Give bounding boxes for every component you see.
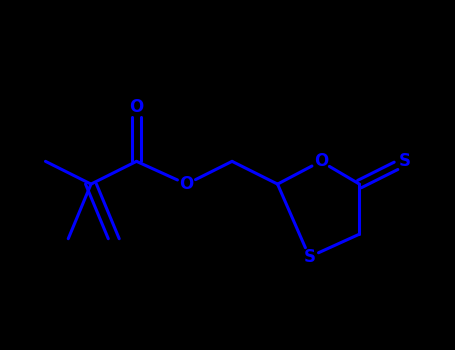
Text: S: S bbox=[399, 152, 411, 170]
Text: O: O bbox=[179, 175, 194, 193]
Text: O: O bbox=[129, 98, 144, 116]
Text: O: O bbox=[313, 152, 328, 170]
Text: S: S bbox=[303, 248, 315, 266]
